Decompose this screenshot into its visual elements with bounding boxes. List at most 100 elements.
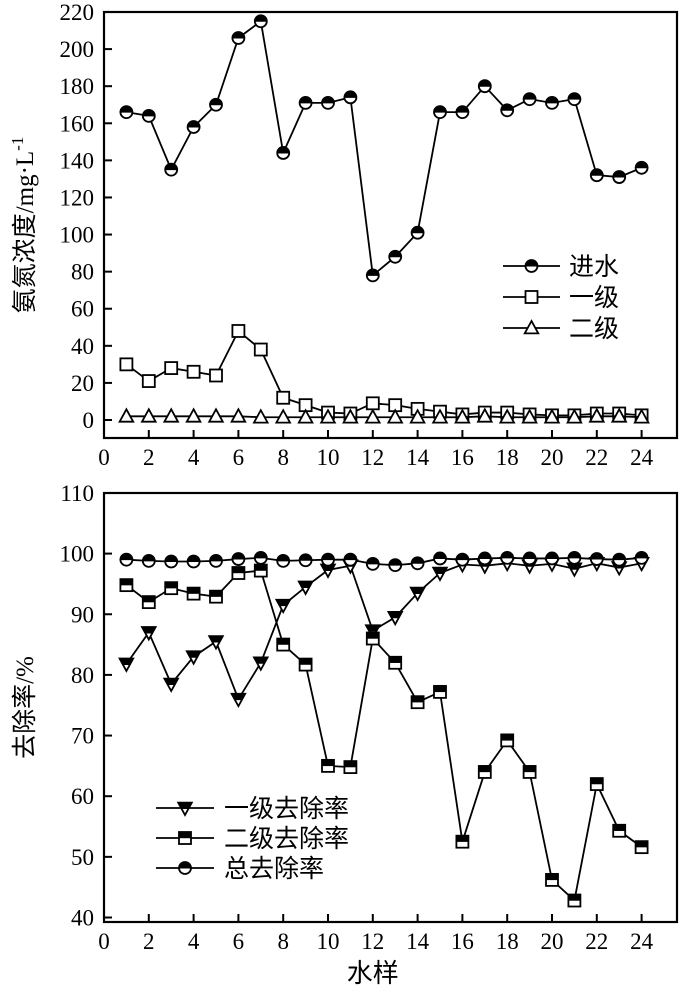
- data-point: [178, 861, 192, 869]
- data-point: [297, 408, 314, 424]
- data-point: [140, 407, 158, 423]
- legend-label: 一级去除率: [224, 795, 349, 823]
- data-point: [478, 79, 492, 87]
- data-point: [178, 802, 192, 809]
- data-point: [590, 168, 604, 176]
- data-point: [521, 408, 538, 424]
- y-tick-label: 60: [71, 784, 94, 809]
- y-tick-label: 80: [71, 663, 94, 688]
- data-point: [388, 612, 402, 619]
- y-tick-label: 40: [71, 334, 94, 359]
- series-influent: [119, 14, 649, 283]
- data-point: [274, 408, 292, 424]
- data-point: [386, 408, 404, 424]
- data-point: [343, 90, 357, 98]
- x-tick-label: 22: [585, 445, 608, 470]
- data-point: [179, 832, 191, 839]
- data-point: [431, 408, 449, 424]
- data-point: [231, 693, 245, 701]
- series-secondary-removal: [119, 563, 649, 908]
- y-tick-label: 0: [83, 408, 95, 433]
- y-tick-label: 220: [60, 0, 95, 25]
- y-tick-label: 140: [60, 148, 95, 173]
- data-point: [365, 396, 380, 411]
- data-point: [185, 407, 202, 423]
- data-point: [209, 554, 223, 562]
- x-tick-label: 18: [496, 929, 519, 954]
- data-point: [142, 596, 155, 603]
- data-point: [366, 625, 380, 632]
- data-point: [343, 553, 357, 561]
- x-tick-label: 24: [630, 929, 654, 954]
- data-point: [119, 553, 133, 561]
- series-line: [125, 569, 643, 903]
- x-tick-label: 6: [233, 929, 245, 954]
- data-point: [299, 553, 313, 561]
- legend-item-secondary: 二级: [503, 315, 619, 343]
- data-point: [344, 761, 357, 768]
- x-tick-label: 2: [143, 929, 155, 954]
- data-point: [500, 103, 514, 111]
- y-tick-label: 60: [71, 297, 94, 322]
- data-point: [321, 553, 335, 561]
- legend-label: 二级去除率: [224, 825, 349, 853]
- legend-item-influent: 进水: [503, 253, 619, 281]
- data-point: [299, 581, 313, 588]
- data-point: [433, 551, 447, 559]
- legend-item-total-removal: 总去除率: [156, 855, 324, 883]
- data-point: [523, 319, 540, 335]
- legend-label: 进水: [569, 253, 619, 281]
- data-point: [543, 408, 561, 424]
- data-point: [635, 551, 649, 559]
- data-point: [588, 407, 606, 423]
- x-tick-label: 10: [317, 929, 340, 954]
- series-line: [126, 19, 642, 278]
- data-point: [231, 31, 245, 39]
- series-secondary: [118, 407, 650, 424]
- data-point: [454, 408, 471, 424]
- data-point: [276, 554, 290, 562]
- data-point: [567, 92, 581, 100]
- data-point: [231, 324, 246, 338]
- data-point: [162, 407, 180, 423]
- data-point: [119, 105, 133, 113]
- data-point: [366, 268, 380, 276]
- legend-item-primary: 一级: [503, 284, 619, 312]
- data-point: [545, 551, 559, 559]
- data-point: [523, 765, 536, 773]
- x-tick-label: 22: [585, 929, 608, 954]
- x-tick-label: 24: [630, 445, 654, 470]
- x-tick-label: 0: [98, 445, 110, 470]
- data-point: [411, 556, 425, 564]
- data-point: [276, 599, 290, 607]
- data-point: [524, 290, 539, 304]
- data-point: [164, 361, 179, 375]
- data-point: [299, 96, 313, 104]
- legend-label: 总去除率: [224, 855, 324, 883]
- x-tick-label: 6: [233, 445, 245, 470]
- data-point: [187, 587, 200, 594]
- x-tick-label: 4: [188, 929, 200, 954]
- data-point: [321, 96, 335, 104]
- x-tick-label: 14: [406, 445, 430, 470]
- data-point: [254, 564, 267, 571]
- data-point: [612, 553, 626, 561]
- plot-frame: [102, 10, 679, 440]
- series-line: [126, 415, 642, 419]
- y-tick-label: 100: [60, 223, 95, 248]
- y-tick-label: 20: [71, 371, 94, 396]
- legend-label: 二级: [569, 315, 619, 343]
- y-tick-label: 80: [71, 260, 94, 285]
- data-point: [455, 553, 469, 561]
- data-point: [276, 390, 291, 405]
- y-tick-label: 180: [60, 74, 95, 99]
- data-point: [409, 408, 426, 424]
- data-point: [232, 567, 245, 574]
- data-point: [321, 564, 335, 571]
- data-point: [254, 657, 268, 664]
- y-tick-label: 200: [60, 37, 95, 62]
- data-point: [142, 109, 156, 117]
